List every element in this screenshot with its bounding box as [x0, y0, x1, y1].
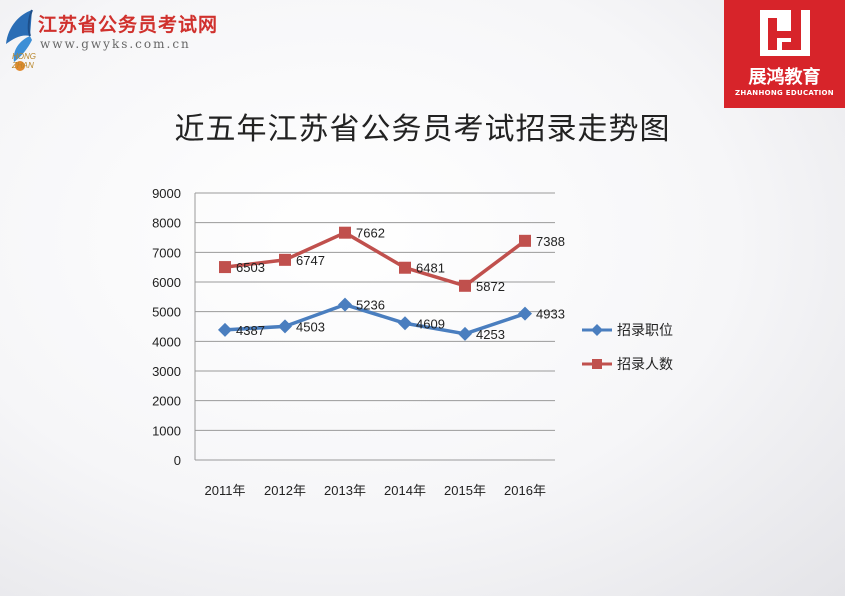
x-tick-label: 2014年	[384, 483, 426, 498]
data-label: 6481	[416, 261, 445, 276]
data-label: 4933	[536, 307, 565, 322]
data-label: 6503	[236, 260, 265, 275]
data-label: 4253	[476, 327, 505, 342]
data-label: 7388	[536, 234, 565, 249]
brand-name-en: ZHANHONG EDUCATION	[735, 89, 834, 97]
y-tick-label: 0	[174, 453, 181, 468]
y-axis-ticks: 0 1000 2000 3000 4000 5000 6000 7000 8000 9000	[152, 186, 181, 468]
data-point	[459, 279, 471, 292]
data-label: 4609	[416, 316, 445, 331]
data-label: 6747	[296, 253, 325, 268]
page-title: 近五年江苏省公务员考试招录走势图	[174, 112, 671, 147]
data-point	[219, 261, 231, 274]
legend-label: 招录职位	[617, 323, 673, 339]
x-axis-ticks: 2011年 2012年 2013年 2014年 2015年 2016年	[205, 483, 546, 498]
data-point	[278, 319, 292, 334]
data-label: 7662	[356, 226, 385, 241]
brand-mark-icon	[760, 10, 810, 56]
y-tick-label: 6000	[152, 275, 181, 290]
y-tick-label: 8000	[152, 216, 181, 231]
data-point	[458, 326, 472, 341]
data-label: 5236	[356, 298, 385, 313]
data-point	[518, 306, 532, 321]
x-tick-label: 2016年	[504, 483, 546, 498]
data-point	[339, 226, 351, 239]
brand-logo: 展鸿教育 ZHANHONG EDUCATION	[724, 0, 845, 108]
y-tick-label: 2000	[152, 394, 181, 409]
x-tick-label: 2011年	[205, 483, 246, 498]
x-tick-label: 2012年	[264, 483, 306, 498]
chart-grid	[194, 192, 555, 461]
data-label: 4387	[236, 323, 265, 338]
legend-marker	[591, 324, 603, 336]
brand-name-cn: 展鸿教育	[748, 67, 821, 88]
data-point	[338, 297, 352, 312]
y-tick-label: 3000	[152, 364, 181, 379]
site-logo: 江苏省公务员考试网 www.gwyks.com.cn HONG ZHAN	[0, 0, 230, 80]
data-point	[519, 234, 531, 247]
site-name: 江苏省公务员考试网	[38, 14, 219, 36]
series-line-2	[224, 230, 527, 288]
data-label: 4503	[296, 319, 325, 334]
y-tick-label: 1000	[152, 423, 181, 438]
series-line-1	[224, 302, 526, 336]
butterfly-icon	[6, 9, 33, 71]
data-point	[399, 261, 411, 274]
y-tick-label: 5000	[152, 305, 181, 320]
data-point	[218, 322, 232, 337]
legend-marker	[592, 359, 602, 369]
legend-label: 招录人数	[617, 357, 673, 373]
x-tick-label: 2015年	[444, 483, 486, 498]
brand-small: HONG ZHAN	[12, 52, 36, 70]
data-point	[279, 253, 291, 266]
site-url: www.gwyks.com.cn	[40, 37, 191, 51]
y-tick-label: 4000	[152, 334, 181, 349]
chart-series: 4387 4503 5236 4609 4253 4933 6503 6747 7662 6481…	[218, 226, 565, 342]
data-label: 5872	[476, 279, 505, 294]
data-point	[398, 316, 412, 331]
y-tick-label: 9000	[152, 186, 181, 201]
y-tick-label: 7000	[152, 245, 181, 260]
x-tick-label: 2013年	[324, 483, 366, 498]
